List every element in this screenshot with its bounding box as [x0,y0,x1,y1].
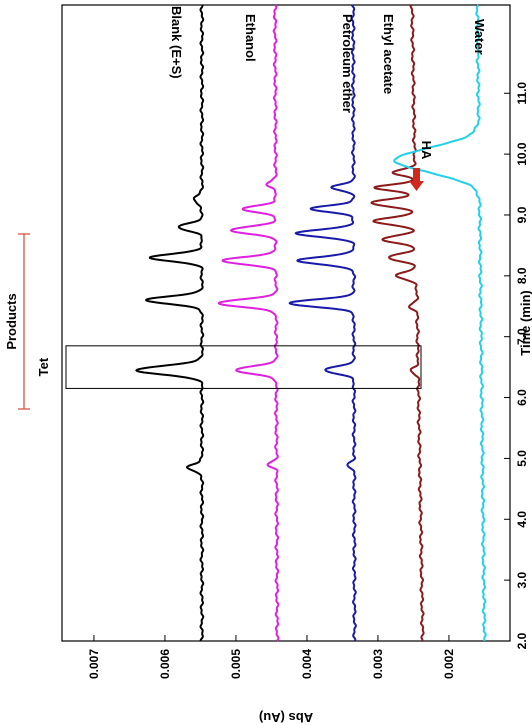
ha-arrow-shaft [413,168,420,181]
series-label: Water [472,19,487,55]
series-line [135,4,205,642]
y-axis-label: Abs (Au) [259,710,313,725]
x-tick-label: 3.0 [515,571,529,588]
y-tick-label: 0.005 [229,649,243,679]
x-tick-label: 11.0 [515,82,529,105]
series-label: Petroleum ether [340,14,355,113]
x-tick-label: 10.0 [515,142,529,166]
y-tick-label: 0.004 [300,649,314,679]
series-label: Blank (E+S) [169,6,184,79]
y-tick-label: 0.007 [87,649,101,679]
y-tick-label: 0.003 [371,649,385,679]
ha-arrow-head [409,181,424,191]
y-axis-ticks: 0.002 0.003 0.004 0.005 0.006 0.007 [87,635,456,679]
x-tick-label: 4.0 [515,511,529,528]
ha-label: HA [419,141,434,160]
x-tick-label: 6.0 [515,389,529,406]
x-tick-label: 8.0 [515,267,529,284]
ha-arrow-icon [409,168,424,191]
x-tick-label: 9.0 [515,206,529,223]
series-group [135,4,487,642]
y-tick-label: 0.006 [158,649,172,679]
y-tick-label: 0.002 [442,649,456,679]
products-label: Products [4,293,19,349]
x-axis-label: Time (min) [518,290,532,356]
series-line [393,4,487,642]
series-line [217,4,280,642]
x-tick-label: 7.0 [515,328,529,345]
tet-highlight-box [65,345,422,389]
series-labels: Blank (E+S) Ethanol Petroleum ether Ethyl a… [169,6,487,113]
plot-frame [61,4,511,642]
series-line [370,4,425,642]
series-line [288,4,357,642]
x-tick-label: 2.0 [515,632,529,649]
tet-label: Tet [36,357,51,376]
products-bracket [18,233,30,410]
x-axis-ticks: 2.0 3.0 4.0 5.0 6.0 7.0 8.0 9.0 10.0 11.0 [504,82,529,649]
x-tick-label: 5.0 [515,450,529,467]
series-label: Ethyl acetate [381,14,396,94]
series-label: Ethanol [243,14,258,62]
